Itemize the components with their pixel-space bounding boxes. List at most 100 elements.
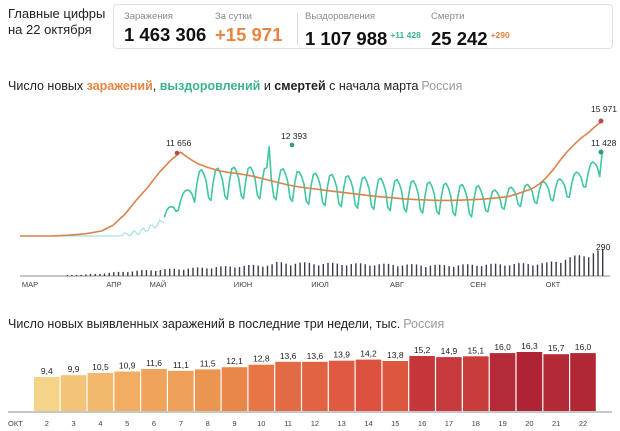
recoveries-peak-label: 12 393 xyxy=(281,131,307,141)
death-bar xyxy=(145,270,148,276)
chart1-title-post: с начала марта xyxy=(325,79,419,93)
x-tick-label: ИЮН xyxy=(234,280,252,289)
death-bar xyxy=(550,261,553,276)
death-bar xyxy=(169,268,171,276)
stat-deaths: Смерти 25 242 +290 xyxy=(431,11,510,50)
death-bar xyxy=(578,255,581,276)
death-bar xyxy=(476,265,478,276)
bar-19 xyxy=(489,353,516,411)
death-bar xyxy=(299,262,301,276)
chart1-title-pre: Число новых xyxy=(8,79,87,93)
death-bar xyxy=(266,265,269,276)
death-bar xyxy=(164,269,166,276)
chart1-title-deaths: смертей xyxy=(274,79,326,93)
infections-peak-label: 11 656 xyxy=(166,138,192,148)
bar-category-label: 16 xyxy=(418,419,426,428)
chart1-title-infections: заражений xyxy=(86,79,153,93)
stat-daily-value: +15 971 xyxy=(215,24,283,45)
death-bar xyxy=(159,270,162,276)
bar-value-label: 11,5 xyxy=(200,358,216,368)
death-bar xyxy=(122,271,124,276)
death-bar xyxy=(215,267,217,276)
death-bar xyxy=(103,273,106,276)
bar-value-label: 14,2 xyxy=(360,349,377,359)
x-tick-label: МАР xyxy=(22,280,38,289)
death-bar xyxy=(448,266,450,276)
death-bar xyxy=(480,266,483,276)
bar-6 xyxy=(141,369,167,411)
death-bar xyxy=(597,250,599,276)
stat-deaths-delta: +290 xyxy=(490,30,510,40)
bar-5 xyxy=(114,371,140,411)
bar-category-label: 8 xyxy=(206,419,210,428)
death-bar xyxy=(378,264,380,276)
death-bar xyxy=(522,263,525,276)
death-bar xyxy=(369,265,371,276)
stat-recoveries: Выздоровления 1 107 988 +11 428 xyxy=(305,11,421,50)
death-bar xyxy=(541,263,543,276)
death-bar xyxy=(80,275,82,276)
death-bar xyxy=(485,264,487,276)
infections-last-marker xyxy=(598,118,604,124)
death-bar xyxy=(66,275,68,276)
death-bar xyxy=(425,267,427,276)
death-bar xyxy=(536,264,539,276)
header-title-line2: на 22 октября xyxy=(8,22,92,37)
bar-category-label: 3 xyxy=(72,419,76,428)
stat-infections: Заражения 1 463 306 xyxy=(124,11,206,46)
chart1-title: Число новых заражений, выздоровлений и с… xyxy=(8,79,462,93)
death-bar xyxy=(439,264,441,276)
bar-18 xyxy=(463,356,489,411)
death-bar xyxy=(201,267,203,276)
bar-11 xyxy=(275,361,301,411)
bar-value-label: 13,6 xyxy=(280,351,297,361)
stat-deaths-row: 25 242 +290 xyxy=(431,24,510,50)
death-bar xyxy=(229,266,231,276)
bar-9 xyxy=(221,367,248,411)
chart1-title-sep1: , xyxy=(152,79,160,93)
death-bar xyxy=(141,270,143,276)
death-bar xyxy=(206,268,208,276)
stat-recoveries-label: Выздоровления xyxy=(305,11,376,22)
bars-group: 9,4 2 9,9 3 10,5 4 10,9 5 11,6 6 11,1 7 11,5 8 12,1 9 12… xyxy=(34,341,596,428)
death-bar xyxy=(173,268,175,276)
death-bar xyxy=(294,263,297,276)
stats-divider xyxy=(297,13,298,45)
death-bar xyxy=(420,265,422,276)
stats-panel: Заражения 1 463 306 За сутки +15 971 Выз… xyxy=(113,4,613,49)
bar-value-label: 13,8 xyxy=(387,350,404,360)
x-tick-label: АВГ xyxy=(390,280,404,289)
death-bar xyxy=(336,263,338,276)
bar-value-label: 11,6 xyxy=(146,358,162,368)
death-bar xyxy=(499,264,501,276)
death-bar xyxy=(457,265,460,276)
bar-category-label: 2 xyxy=(45,419,49,428)
death-bar xyxy=(518,263,520,276)
death-bar xyxy=(75,275,78,276)
death-bar xyxy=(308,263,311,276)
death-bar xyxy=(85,274,87,276)
death-bar xyxy=(355,263,357,276)
bar-15 xyxy=(382,361,409,411)
death-bar xyxy=(224,266,227,276)
header-title: Главные цифры на 22 октября xyxy=(8,6,113,38)
death-bar xyxy=(183,269,185,276)
death-bar xyxy=(285,263,287,276)
death-bar xyxy=(546,262,548,276)
bar-category-label: 10 xyxy=(257,419,265,428)
chart2-title: Число новых выявленных заражений в после… xyxy=(8,317,401,331)
stat-daily-label: За сутки xyxy=(215,11,252,22)
death-bar xyxy=(210,268,213,276)
bar-3 xyxy=(60,375,87,411)
death-bar xyxy=(271,264,273,276)
death-bar xyxy=(471,264,473,276)
death-bar xyxy=(364,264,366,276)
death-bar xyxy=(406,264,408,276)
death-bar xyxy=(280,262,283,276)
chart2-title-row: Число новых выявленных заражений в после… xyxy=(8,317,444,331)
death-bar xyxy=(564,259,567,276)
death-bar xyxy=(332,262,334,276)
chart1-title-sep2: и xyxy=(260,79,275,93)
bar-7 xyxy=(168,370,194,411)
bar-category-label: 7 xyxy=(179,419,183,428)
